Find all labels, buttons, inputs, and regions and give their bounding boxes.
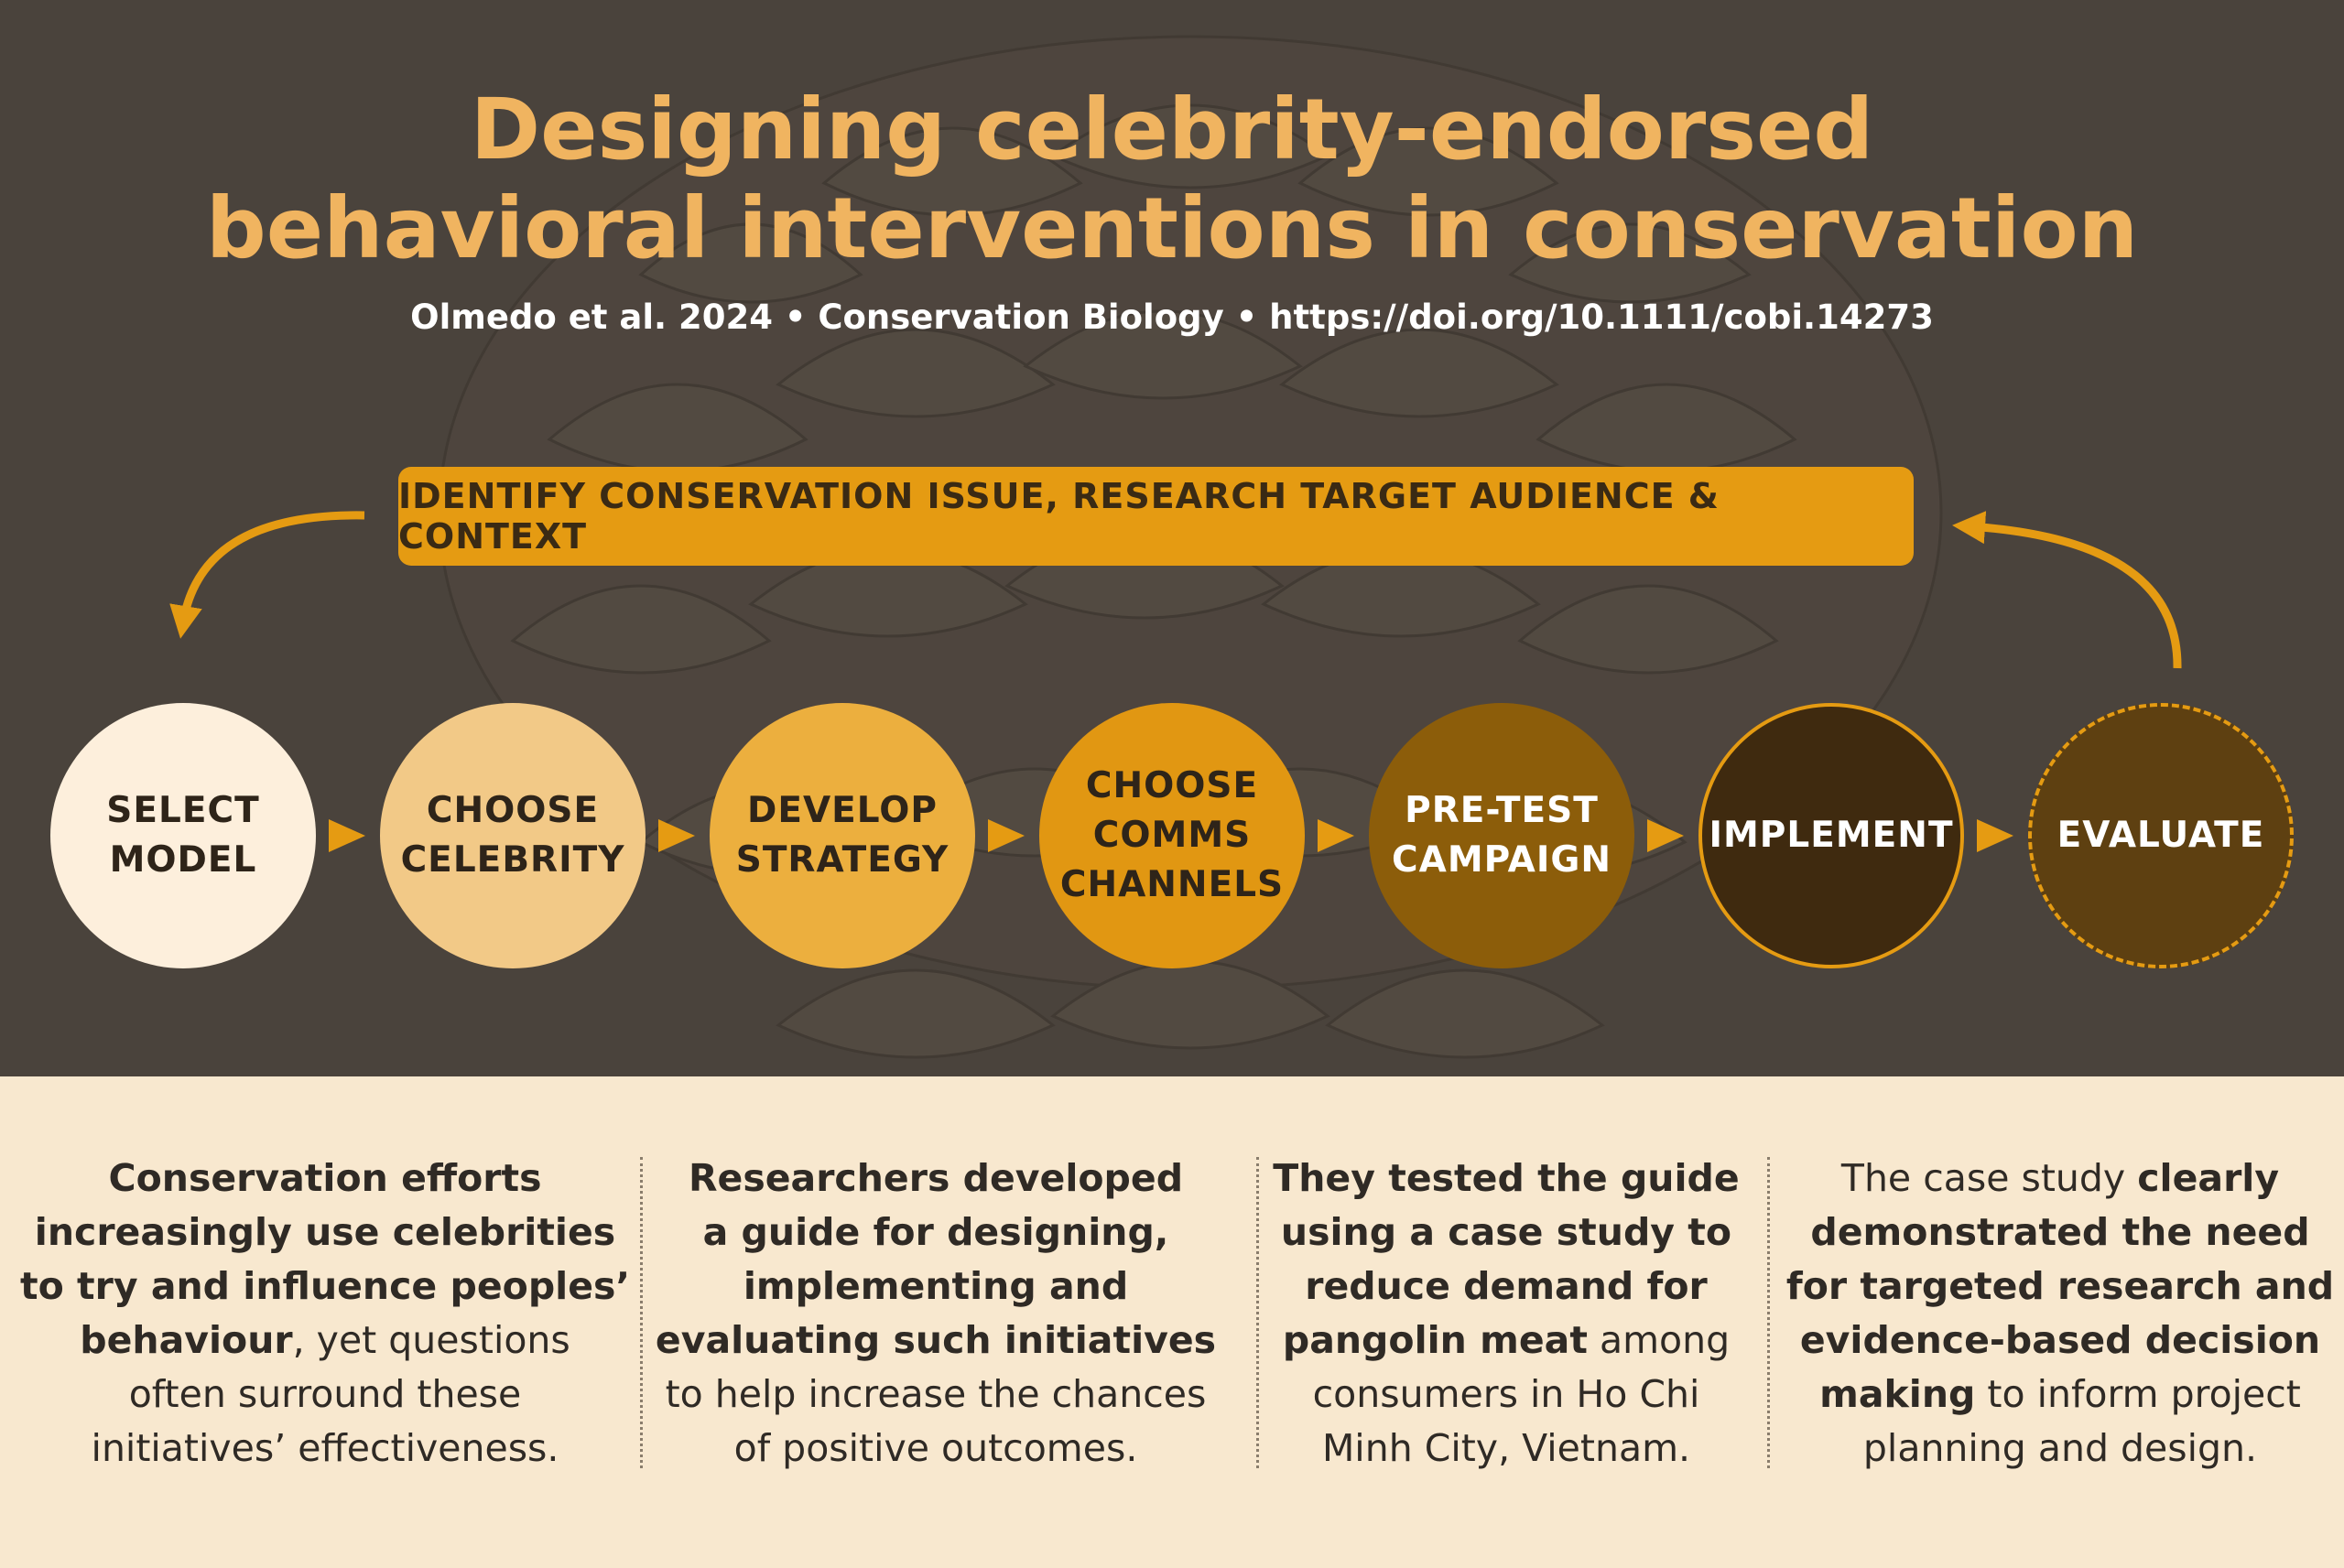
emphasis-text: reduce demand for [1305, 1264, 1708, 1308]
step-arrow-3 [988, 819, 1025, 852]
title-line-2: behavioral interventions in conservation [205, 179, 2139, 277]
column-divider [640, 1157, 643, 1468]
flow-arrows [169, 511, 2182, 852]
body-text: to help increase the chances [665, 1372, 1207, 1416]
body-text: often surround these [128, 1372, 522, 1416]
summary-panel: Conservation efforts increasingly use cel… [0, 1076, 2344, 1568]
step-arrow-5 [1647, 819, 1684, 852]
emphasis-text: evidence-based decision [1799, 1318, 2321, 1362]
summary-column-3: They tested the guide using a case study … [1264, 1152, 1749, 1476]
citation: Olmedo et al. 2024 • Conservation Biolog… [410, 297, 1934, 337]
body-text: consumers in Ho Chi [1312, 1372, 1700, 1416]
loop-arrow-left [169, 511, 365, 639]
step-arrow-2 [658, 819, 695, 852]
emphasis-text: to try and influence peoples’ [19, 1264, 631, 1308]
emphasis-text: pangolin meat [1282, 1318, 1588, 1362]
step-2: CHOOSE CELEBRITY [380, 703, 646, 968]
summary-column-1: Conservation efforts increasingly use cel… [18, 1152, 632, 1476]
body-text: initiatives’ effectiveness. [91, 1426, 559, 1470]
summary-column-2: Researchers developed a guide for designi… [646, 1152, 1225, 1476]
emphasis-text: using a case study to [1280, 1210, 1732, 1254]
summary-column-4: The case study clearly demonstrated the n… [1781, 1152, 2339, 1476]
emphasis-text: Conservation efforts [108, 1156, 542, 1200]
step-arrow-4 [1318, 819, 1354, 852]
step-7: EVALUATE [2028, 703, 2294, 968]
title-line-1: Designing celebrity-endorsed [470, 81, 1874, 178]
emphasis-text: evaluating such initiatives [655, 1318, 1217, 1362]
header-panel: Designing celebrity-endorsed behavioral … [0, 0, 2344, 1076]
step-arrow-1 [329, 819, 365, 852]
emphasis-text: behaviour [80, 1318, 293, 1362]
emphasis-text: increasingly use celebrities [34, 1210, 616, 1254]
loop-arrow-right [1952, 511, 2182, 669]
page-title: Designing celebrity-endorsed behavioral … [0, 81, 2344, 278]
body-text: , yet questions [292, 1318, 570, 1362]
emphasis-text: demonstrated the need [1810, 1210, 2310, 1254]
column-divider [1256, 1157, 1259, 1468]
step-4: CHOOSE COMMS CHANNELS [1039, 703, 1305, 968]
body-text: The case study [1840, 1156, 2138, 1200]
body-text: planning and design. [1862, 1426, 2258, 1470]
emphasis-text: Researchers developed [688, 1156, 1184, 1200]
body-text: among [1587, 1318, 1731, 1362]
emphasis-text: a guide for designing, [702, 1210, 1169, 1254]
step-3: DEVELOP STRATEGY [710, 703, 975, 968]
column-divider [1767, 1157, 1770, 1468]
emphasis-text: implementing and [743, 1264, 1129, 1308]
banner-identify-issue: IDENTIFY CONSERVATION ISSUE, RESEARCH TA… [398, 467, 1914, 566]
body-text: to inform project [1975, 1372, 2301, 1416]
emphasis-text: making [1819, 1372, 1976, 1416]
body-text: Minh City, Vietnam. [1321, 1426, 1691, 1470]
emphasis-text: They tested the guide [1273, 1156, 1740, 1200]
step-5: PRE-TEST CAMPAIGN [1369, 703, 1634, 968]
step-6: IMPLEMENT [1698, 703, 1964, 968]
emphasis-text: clearly [2137, 1156, 2280, 1200]
body-text: of positive outcomes. [733, 1426, 1138, 1470]
emphasis-text: for targeted research and [1785, 1264, 2335, 1308]
step-arrow-6 [1977, 819, 2013, 852]
step-1: SELECT MODEL [50, 703, 316, 968]
